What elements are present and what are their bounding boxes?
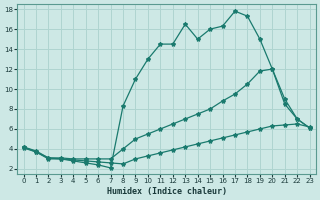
X-axis label: Humidex (Indice chaleur): Humidex (Indice chaleur) xyxy=(107,187,227,196)
